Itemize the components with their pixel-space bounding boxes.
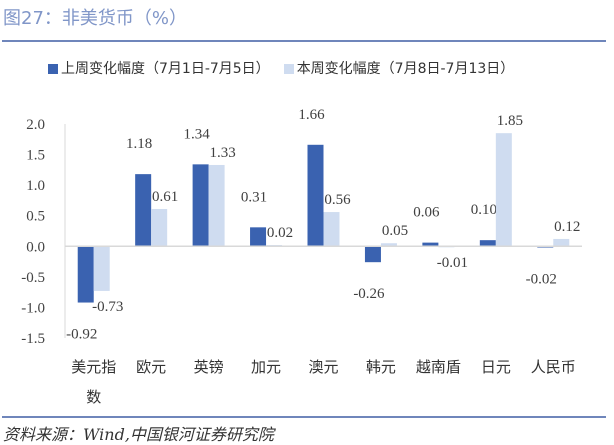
- y-tick-label: 2.0: [26, 117, 45, 133]
- y-tick-label: -1.0: [21, 300, 45, 316]
- legend-item-series2: 本周变化幅度（7月8日-7月13日）: [283, 58, 515, 78]
- data-label: 0.05: [382, 223, 408, 239]
- data-label: -0.73: [92, 299, 123, 315]
- bar-1: [422, 242, 439, 247]
- x-tick-label: 韩元: [366, 359, 396, 376]
- bar-1: [192, 164, 209, 247]
- data-label: -0.02: [526, 272, 557, 288]
- x-tick-label: 英镑: [194, 358, 224, 376]
- title-divider: [2, 40, 606, 42]
- legend-item-series1: 上周变化幅度（7月1日-7月5日）: [48, 58, 270, 78]
- bar-1: [135, 174, 152, 247]
- data-label: 1.18: [126, 136, 152, 152]
- bar-1: [77, 246, 94, 303]
- source-note: 资料来源：Wind,中国银河证券研究院: [3, 425, 274, 444]
- data-label: 1.85: [497, 113, 523, 129]
- bar-1: [479, 240, 496, 247]
- y-tick-label: -1.5: [21, 331, 45, 347]
- x-tick-label: 加元: [251, 359, 281, 376]
- y-tick-label: 0.5: [26, 209, 45, 225]
- bar-2: [553, 238, 570, 247]
- data-label: 0.31: [241, 189, 267, 205]
- x-tick-label: 日元: [481, 360, 511, 376]
- x-tick-label-cont: 数: [86, 389, 101, 406]
- data-label: 1.66: [298, 107, 325, 123]
- legend: 上周变化幅度（7月1日-7月5日） 本周变化幅度（7月8日-7月13日）: [48, 58, 514, 78]
- y-tick-label: 0.0: [26, 239, 45, 255]
- data-label: 0.61: [152, 189, 178, 205]
- bar-2: [323, 212, 340, 247]
- legend-label: 本周变化幅度（7月8日-7月13日）: [296, 61, 515, 77]
- figure-title: 图27：非美货币（%）: [3, 8, 188, 29]
- data-label: 0.02: [267, 225, 293, 241]
- data-label: -0.26: [353, 286, 385, 302]
- source-divider: [2, 416, 606, 418]
- y-tick-label: 1.0: [26, 178, 45, 194]
- data-label: 0.12: [554, 219, 580, 235]
- data-label: 0.56: [324, 192, 351, 208]
- bar-1: [307, 144, 324, 247]
- bar-chart: 2.0 1.5 1.0 0.5 0.0 -0.5 -1.0 -1.5 -0.92 1.18 1.34…: [21, 107, 582, 406]
- x-tick-label: 人民币: [531, 359, 576, 376]
- data-label: 1.34: [183, 126, 210, 142]
- data-label: -0.92: [66, 327, 97, 343]
- x-tick-label: 澳元: [308, 359, 338, 376]
- data-label: 1.33: [209, 145, 235, 161]
- data-label: -0.01: [437, 255, 468, 271]
- bar-2: [495, 133, 512, 247]
- data-label: 0.10: [471, 202, 497, 218]
- data-label: 0.06: [413, 205, 440, 221]
- y-tick-label: -0.5: [21, 270, 45, 286]
- bar-2: [208, 164, 225, 247]
- x-tick-label: 欧元: [136, 359, 166, 376]
- bar-2: [93, 246, 110, 291]
- bar-1: [250, 227, 267, 247]
- y-tick-label: 1.5: [26, 148, 45, 164]
- x-tick-label: 美元指: [71, 359, 116, 376]
- legend-swatch: [48, 64, 58, 74]
- legend-swatch: [283, 64, 294, 74]
- bar-2: [151, 208, 168, 247]
- legend-label: 上周变化幅度（7月1日-7月5日）: [61, 61, 270, 77]
- bar-2: [380, 243, 397, 247]
- bar-1: [364, 246, 381, 263]
- x-tick-label: 越南盾: [416, 359, 461, 376]
